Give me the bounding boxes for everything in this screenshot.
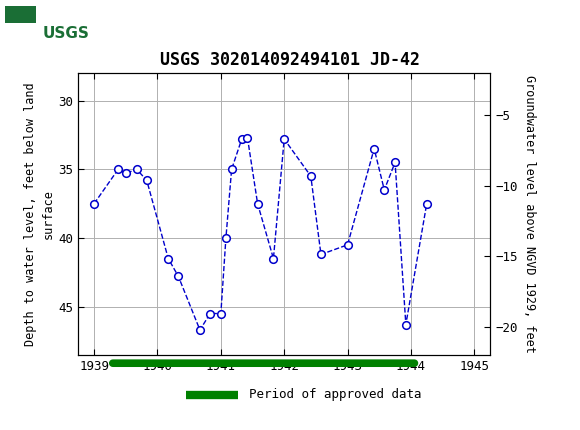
Bar (5, 6, 36, 23)
Text: Period of approved data: Period of approved data (249, 388, 422, 401)
Text: USGS 302014092494101 JD-42: USGS 302014092494101 JD-42 (160, 51, 420, 69)
Bar (5, 5, 95, 45)
Y-axis label: Depth to water level, feet below land
surface: Depth to water level, feet below land su… (24, 82, 55, 346)
Y-axis label: Groundwater level above NGVD 1929, feet: Groundwater level above NGVD 1929, feet (523, 75, 536, 353)
Text: USGS: USGS (42, 26, 89, 41)
